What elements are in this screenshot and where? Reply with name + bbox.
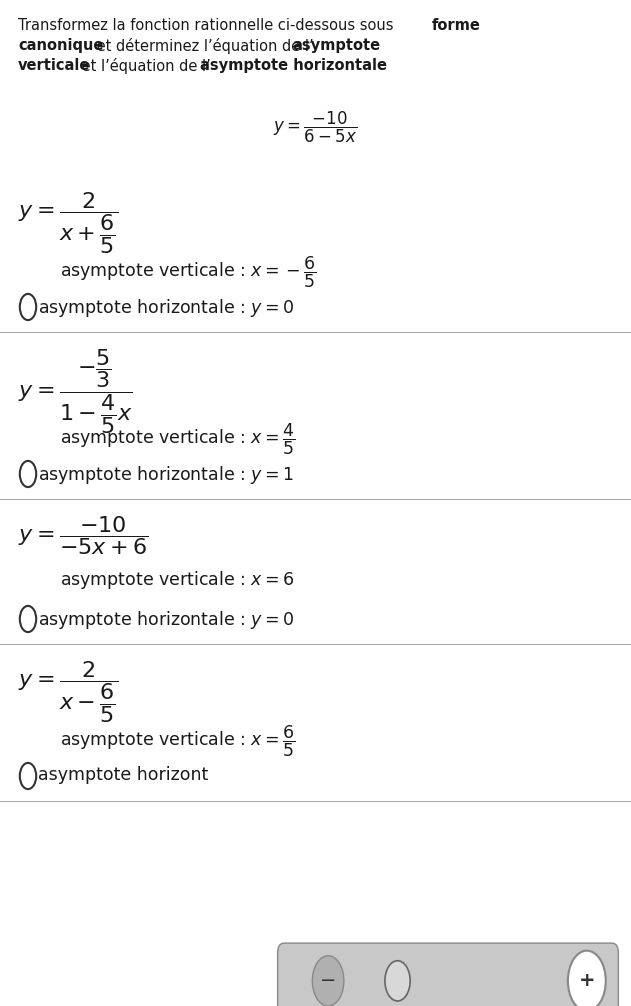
Text: asymptote horizontale : $y = 1$: asymptote horizontale : $y = 1$ [38, 464, 293, 486]
Text: Transformez la fonction rationnelle ci-dessous sous: Transformez la fonction rationnelle ci-d… [18, 18, 398, 33]
Text: asymptote: asymptote [292, 38, 380, 53]
Text: asymptote horizontale: asymptote horizontale [200, 58, 387, 73]
Text: asymptote horizontale : $y = 0$: asymptote horizontale : $y = 0$ [38, 609, 294, 631]
Text: +: + [579, 972, 595, 990]
Text: $y = \dfrac{2}{x+\dfrac{6}{5}}$: $y = \dfrac{2}{x+\dfrac{6}{5}}$ [18, 190, 119, 256]
Text: asymptote verticale : $x = -\dfrac{6}{5}$: asymptote verticale : $x = -\dfrac{6}{5}… [60, 255, 317, 291]
Circle shape [312, 956, 344, 1006]
Text: $y = \dfrac{-10}{6-5x}$: $y = \dfrac{-10}{6-5x}$ [273, 110, 358, 145]
Text: $y = \dfrac{-10}{-5x+6}$: $y = \dfrac{-10}{-5x+6}$ [18, 514, 148, 557]
Text: forme: forme [432, 18, 481, 33]
Circle shape [385, 961, 410, 1001]
Text: asymptote horizontale : $y = 0$: asymptote horizontale : $y = 0$ [38, 297, 294, 319]
Text: asymptote verticale : $x = \dfrac{4}{5}$: asymptote verticale : $x = \dfrac{4}{5}$ [60, 422, 295, 458]
Text: asymptote verticale : $x = \dfrac{6}{5}$: asymptote verticale : $x = \dfrac{6}{5}$ [60, 724, 295, 760]
Text: .: . [355, 58, 360, 73]
Text: canonique: canonique [18, 38, 103, 53]
Text: et déterminez l’équation de l’: et déterminez l’équation de l’ [92, 38, 314, 54]
FancyBboxPatch shape [278, 944, 618, 1006]
Text: asymptote horizont: asymptote horizont [38, 766, 208, 784]
Text: $y = \dfrac{2}{x-\dfrac{6}{5}}$: $y = \dfrac{2}{x-\dfrac{6}{5}}$ [18, 659, 119, 725]
Text: et l’équation de l’: et l’équation de l’ [77, 58, 211, 74]
Text: −: − [320, 972, 336, 990]
Text: asymptote verticale : $x = 6$: asymptote verticale : $x = 6$ [60, 569, 295, 591]
Text: $y = \dfrac{-\dfrac{5}{3}}{1-\dfrac{4}{5}x}$: $y = \dfrac{-\dfrac{5}{3}}{1-\dfrac{4}{5… [18, 347, 133, 436]
Text: verticale: verticale [18, 58, 90, 73]
Circle shape [568, 951, 606, 1006]
